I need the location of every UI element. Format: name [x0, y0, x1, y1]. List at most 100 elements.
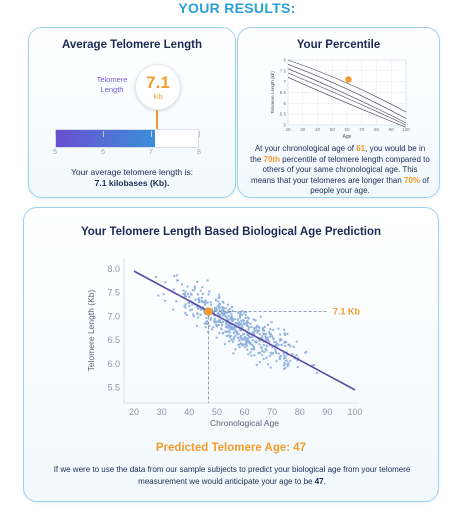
scatter-point: [195, 305, 198, 308]
scatter-point: [251, 339, 254, 342]
scatter-point: [292, 345, 295, 348]
scatter-point: [252, 318, 255, 321]
y-tick-label: 7.5: [280, 68, 287, 73]
scatter-point: [226, 326, 229, 329]
scatter-point: [172, 288, 175, 291]
scatter-point: [278, 357, 281, 360]
scatter-point: [260, 353, 263, 356]
scatter-point: [205, 323, 208, 326]
scatter-point: [265, 356, 268, 359]
scatter-point: [246, 324, 249, 327]
scatter-point: [218, 303, 221, 306]
scatter-point: [271, 346, 274, 349]
marker-value-label: 7.1 Kb: [333, 307, 361, 317]
x-tick-label: 100: [402, 127, 410, 132]
scatter-point: [285, 341, 288, 344]
scatter-point: [212, 311, 215, 314]
bar-tick: [103, 131, 104, 137]
scatter-point: [257, 352, 260, 355]
scatter-point: [283, 354, 286, 357]
x-tick-label: 20: [129, 407, 139, 417]
scatter-point: [202, 301, 205, 304]
scatter-point: [228, 329, 231, 332]
percentile-description: At your chronological age of 61, you wou…: [250, 144, 430, 197]
scatter-point: [244, 314, 247, 317]
scatter-point: [225, 315, 228, 318]
x-tick-label: 60: [344, 127, 350, 132]
scatter-point: [239, 337, 242, 340]
scatter-point: [279, 338, 282, 341]
scatter-point: [221, 313, 224, 316]
regression-line: [133, 270, 356, 391]
y-tick-label: 6.0: [107, 359, 120, 369]
scatter-point: [245, 344, 248, 347]
scatter-point: [217, 300, 220, 303]
scatter-point: [228, 340, 231, 343]
scatter-point: [201, 308, 204, 311]
scatter-point: [244, 317, 247, 320]
scatter-point: [284, 344, 287, 347]
scatter-point: [229, 317, 232, 320]
percentile-percent: 70%: [404, 175, 421, 185]
telomere-length-bar-fill: [56, 130, 156, 147]
scatter-point: [230, 313, 233, 316]
scatter-point: [253, 329, 256, 332]
scatter-point: [215, 307, 218, 310]
scatter-point: [196, 280, 199, 283]
scatter-point: [267, 323, 270, 326]
scatter-point: [261, 327, 264, 330]
scatter-point: [199, 289, 202, 292]
scatter-point: [226, 324, 229, 327]
scatter-point: [265, 349, 268, 352]
scatter-point: [239, 323, 242, 326]
x-tick-label: 100: [347, 407, 362, 417]
scatter-point: [258, 361, 261, 364]
scatter-point: [250, 326, 253, 329]
scatter-point: [182, 289, 185, 292]
x-tick-label: 50: [330, 127, 336, 132]
scatter-point: [269, 335, 272, 338]
percentile-text-1: At your chronological age of: [254, 144, 357, 153]
scatter-point: [277, 344, 280, 347]
x-axis-label: Age: [343, 134, 352, 140]
scatter-point: [252, 331, 255, 334]
y-tick-label: 7.0: [107, 311, 120, 321]
scatter-point: [226, 303, 229, 306]
predicted-age-label: Predicted Telomere Age: 47: [155, 442, 307, 454]
scatter-point: [280, 338, 283, 341]
scatter-point: [217, 323, 220, 326]
scatter-point: [275, 351, 278, 354]
bar-tick-label: 5: [53, 149, 57, 156]
scatter-point: [245, 323, 248, 326]
scatter-point: [283, 364, 286, 367]
telomere-length-bar: [55, 129, 199, 148]
scatter-point: [201, 286, 204, 289]
scatter-point: [203, 309, 206, 312]
scatter-point: [204, 299, 207, 302]
scatter-point: [280, 343, 283, 346]
scatter-point: [272, 329, 275, 332]
scatter-point: [198, 301, 201, 304]
scatter-point: [193, 287, 196, 290]
y-axis-label: Telomere Length (Kb): [86, 289, 96, 371]
scatter-point: [245, 310, 248, 313]
scatter-point: [192, 315, 195, 318]
telomere-unit: Kb: [153, 92, 163, 101]
scatter-point: [217, 320, 220, 323]
scatter-point: [198, 306, 201, 309]
scatter-point: [187, 301, 190, 304]
scatter-point: [251, 336, 254, 339]
scatter-point: [233, 325, 236, 328]
scatter-point: [229, 336, 232, 339]
scatter-point: [249, 342, 252, 345]
percentile-curve: [287, 68, 407, 124]
scatter-point: [234, 318, 237, 321]
scatter-point: [266, 339, 269, 342]
telomere-length-label: Telomere Length: [87, 75, 137, 95]
scatter-point: [266, 336, 269, 339]
scatter-point: [183, 294, 186, 297]
scatter-point: [284, 356, 287, 359]
scatter-point: [256, 330, 259, 333]
scatter-point: [230, 315, 233, 318]
scatter-point: [203, 322, 206, 325]
